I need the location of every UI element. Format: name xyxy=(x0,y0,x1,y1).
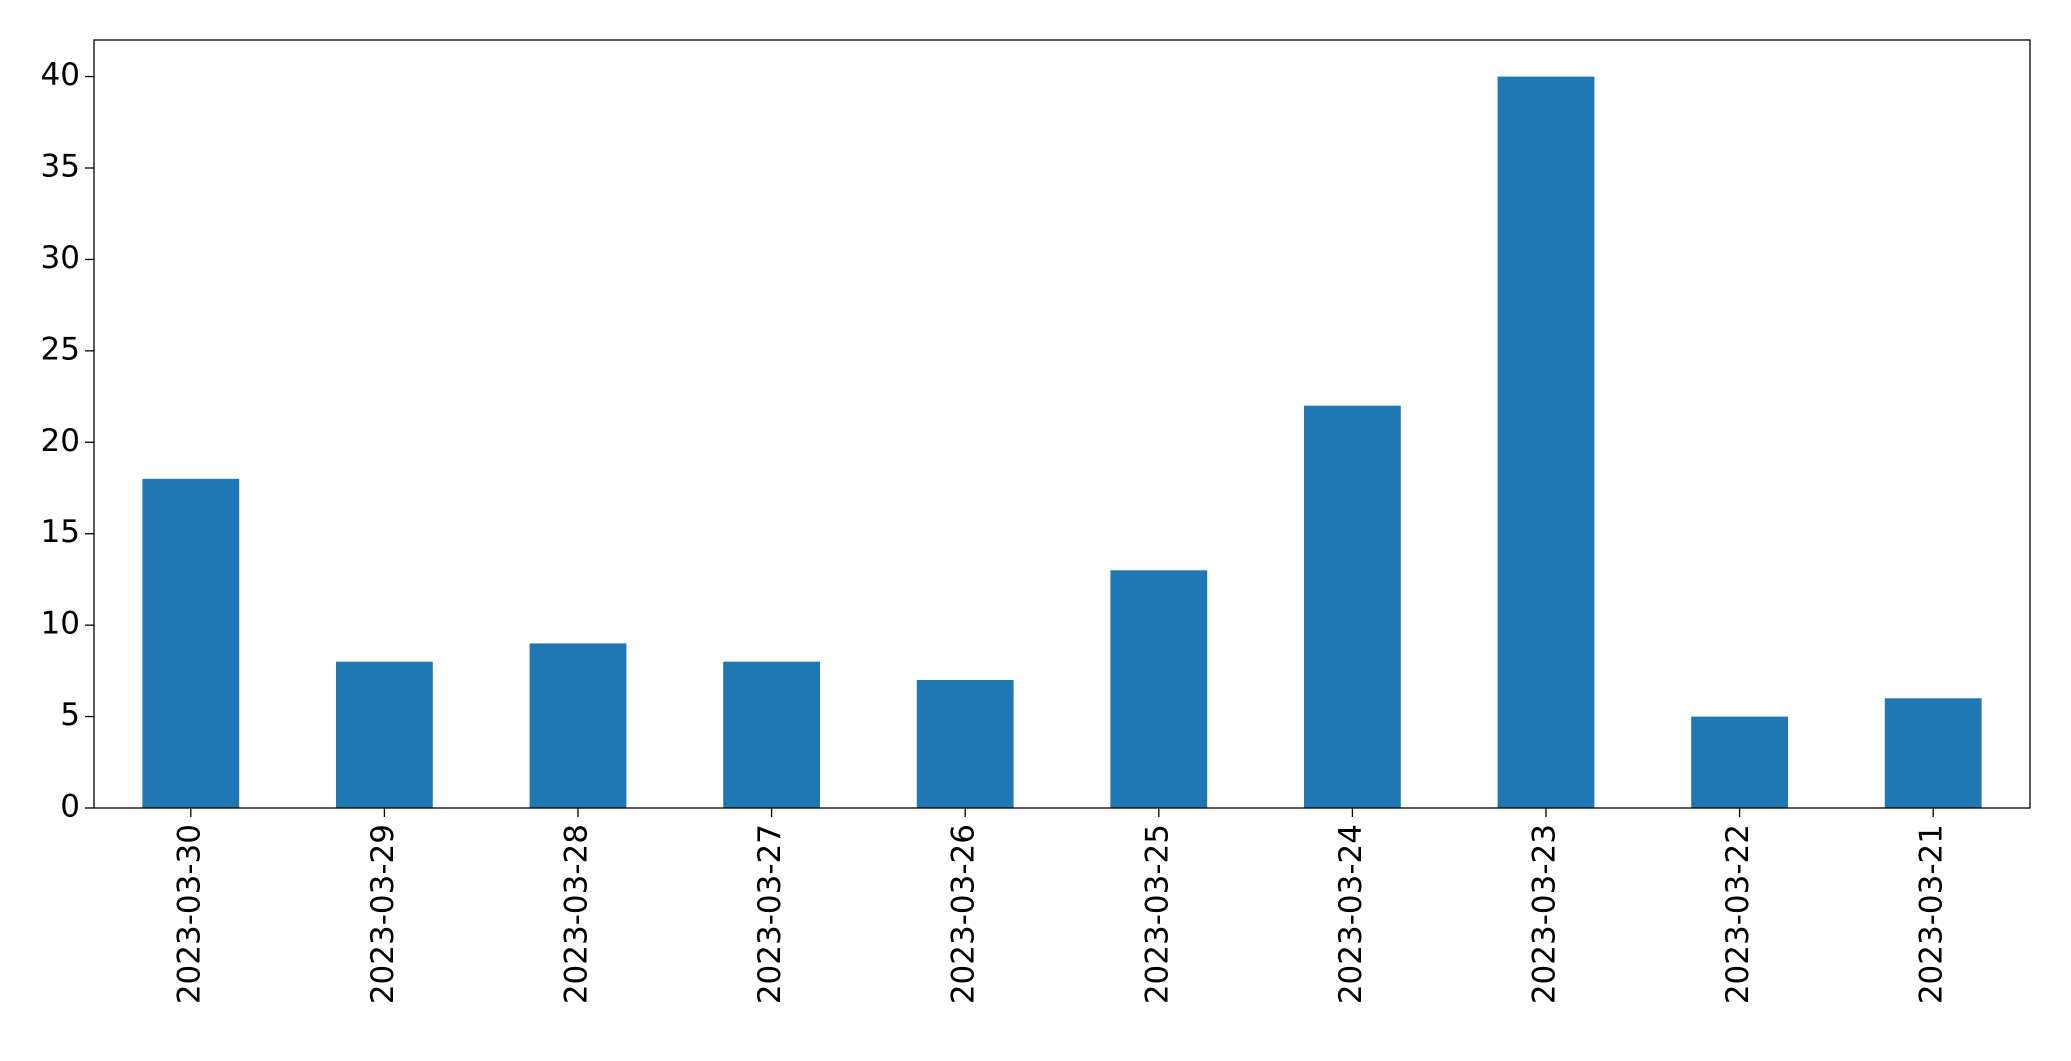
bar xyxy=(529,643,627,808)
x-tick-label: 2023-03-21 xyxy=(1914,824,1950,1004)
y-tick-label: 5 xyxy=(60,697,80,733)
x-tick-label: 2023-03-25 xyxy=(1139,824,1175,1004)
y-tick-label: 25 xyxy=(41,331,80,367)
y-tick-label: 30 xyxy=(41,240,80,276)
x-tick-label: 2023-03-28 xyxy=(559,824,595,1004)
x-tick-label: 2023-03-23 xyxy=(1527,824,1563,1004)
bar xyxy=(1110,570,1208,808)
x-tick-label: 2023-03-30 xyxy=(171,824,207,1004)
bar xyxy=(1497,76,1595,809)
bar xyxy=(1884,698,1982,808)
y-tick-label: 15 xyxy=(41,514,80,550)
bar xyxy=(1304,405,1401,808)
y-tick-label: 35 xyxy=(41,149,80,185)
y-tick-label: 10 xyxy=(41,606,80,642)
x-tick-label: 2023-03-27 xyxy=(752,824,788,1004)
y-tick-label: 20 xyxy=(41,423,80,459)
y-tick-label: 0 xyxy=(60,789,80,825)
x-tick-label: 2023-03-22 xyxy=(1720,824,1756,1004)
bar xyxy=(336,661,433,808)
x-tick-label: 2023-03-26 xyxy=(946,824,982,1004)
bar xyxy=(916,680,1014,808)
y-tick-label: 40 xyxy=(41,57,80,93)
bar xyxy=(1691,716,1788,808)
bar xyxy=(142,478,240,808)
bar xyxy=(723,661,820,808)
x-tick-label: 2023-03-24 xyxy=(1333,824,1369,1004)
plot-frame xyxy=(93,39,2031,809)
x-tick-label: 2023-03-29 xyxy=(365,824,401,1004)
